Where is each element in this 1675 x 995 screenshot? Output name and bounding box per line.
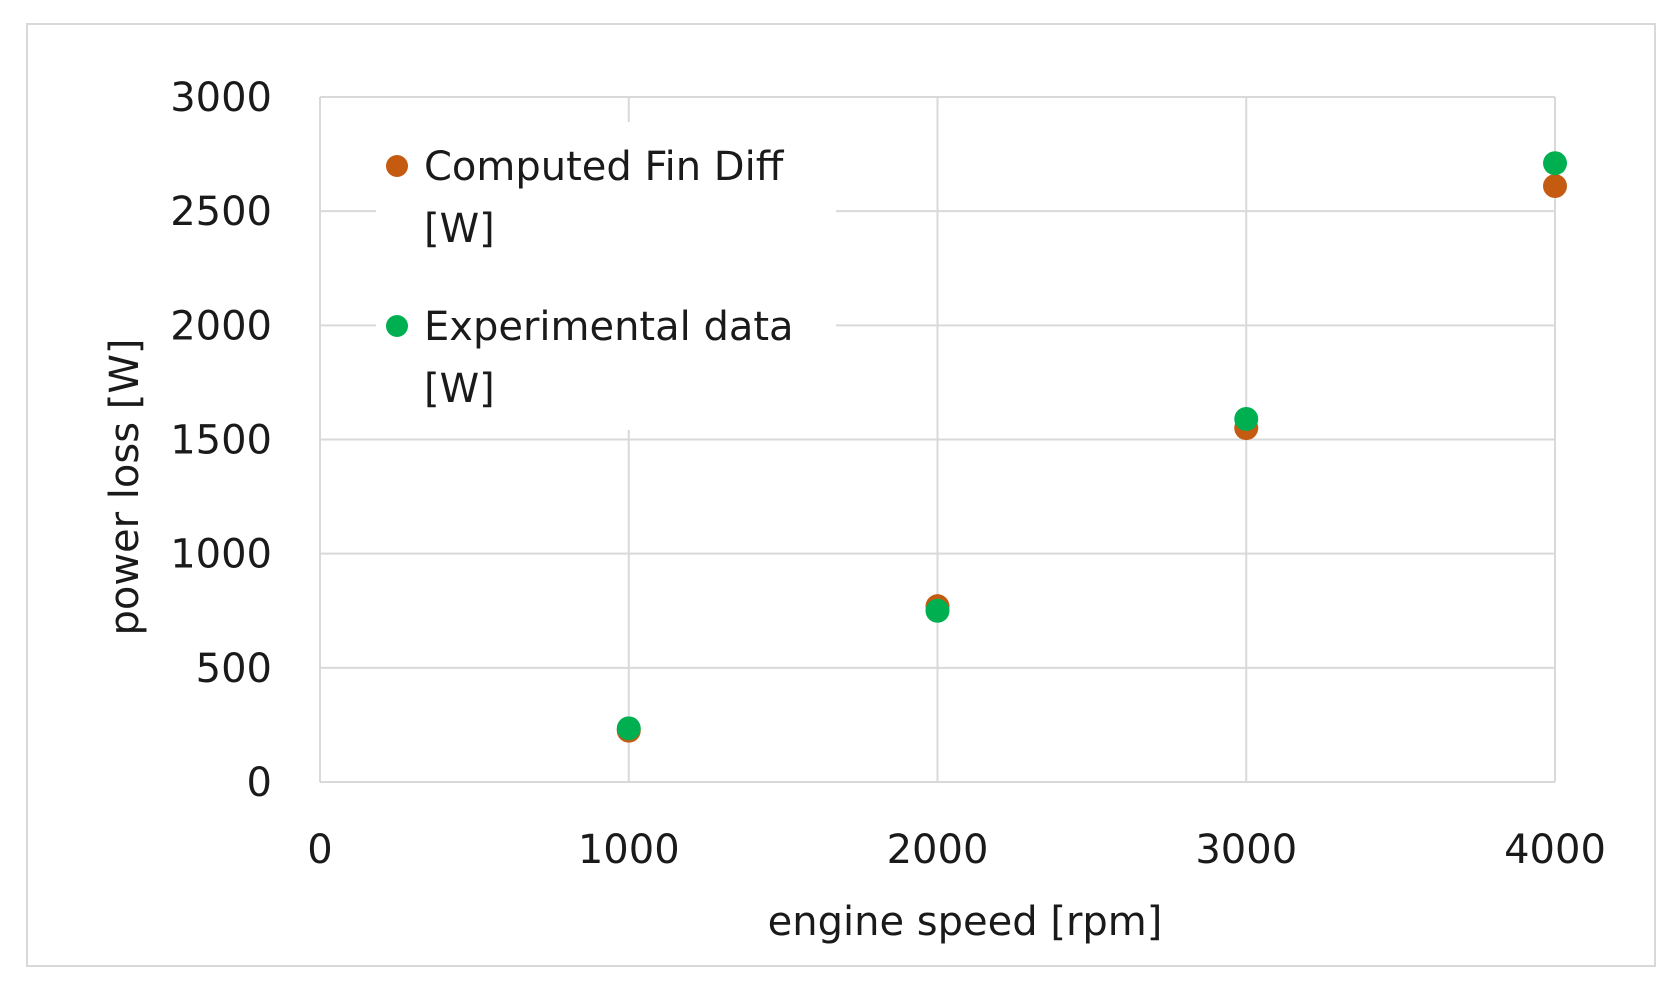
x-tick-label: 3000	[1195, 827, 1297, 873]
data-points	[616, 151, 1567, 743]
x-tick-label: 1000	[578, 827, 680, 873]
legend-background	[376, 122, 836, 430]
data-point	[1543, 174, 1567, 199]
legend-marker	[386, 155, 408, 177]
data-point	[1543, 151, 1567, 176]
chart-border	[26, 23, 1656, 967]
x-tick-label: 4000	[1504, 827, 1606, 873]
y-tick-label: 2000	[170, 303, 272, 349]
x-axis-title: engine speed [rpm]	[768, 899, 1163, 945]
x-tick-label: 2000	[887, 827, 989, 873]
legend-label: [W]	[424, 206, 495, 252]
y-tick-label: 1500	[170, 418, 272, 464]
legend: Computed Fin Diff [W] Experimental data [W]	[376, 122, 836, 430]
y-tick-label: 2500	[170, 189, 272, 235]
data-point	[1234, 406, 1259, 431]
legend-label: Experimental data	[424, 304, 794, 350]
y-axis-title: power loss [W]	[102, 338, 148, 635]
data-point	[616, 716, 641, 741]
legend-marker	[386, 315, 408, 337]
y-tick-label: 0	[247, 760, 272, 806]
x-tick-label: 0	[307, 827, 332, 873]
axes: 0 500 1000 1500 2000 2500 3000 0 1000 2000 3000 400…	[170, 75, 1606, 873]
legend-label: [W]	[424, 366, 495, 412]
data-point	[925, 598, 950, 623]
y-tick-label: 1000	[170, 532, 272, 578]
legend-label: Computed Fin Diff	[424, 144, 785, 190]
y-tick-label: 500	[196, 646, 272, 692]
y-tick-label: 3000	[170, 75, 272, 121]
